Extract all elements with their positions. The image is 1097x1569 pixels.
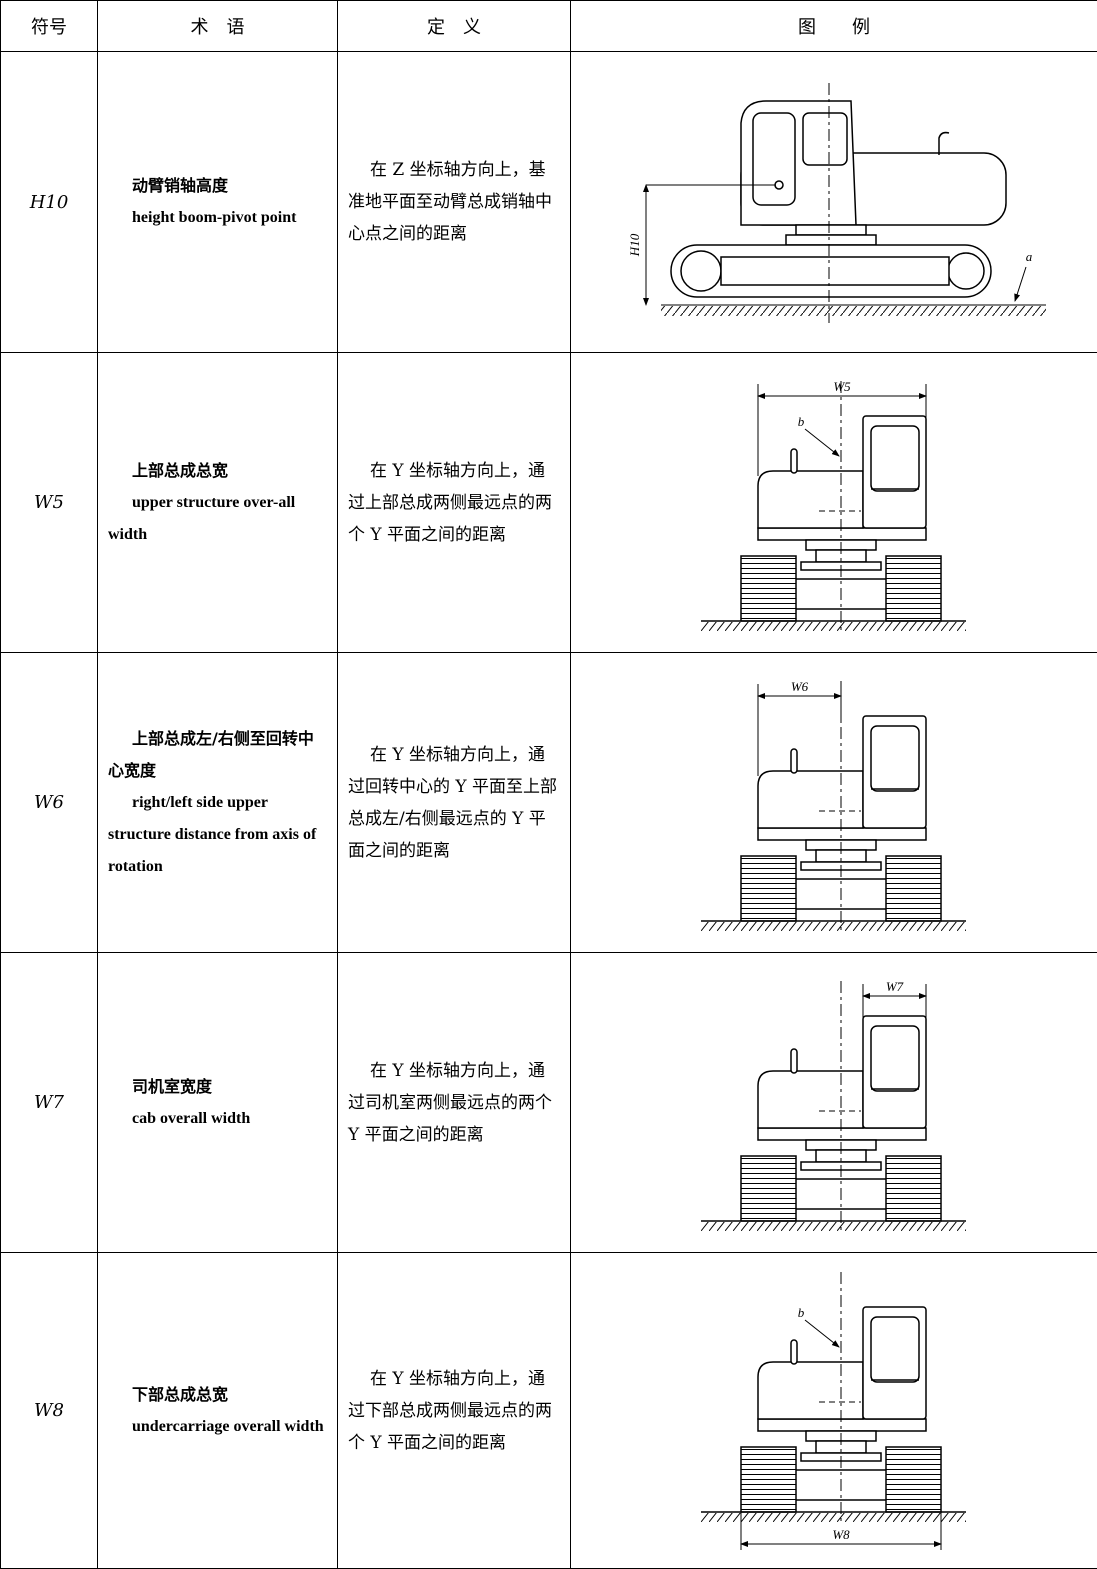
term-zh: 下部总成总宽 bbox=[132, 1384, 229, 1404]
table-row: W7 司机室宽度 cab overall width 在 Y 坐标轴方向上，通过司机室… bbox=[0, 952, 1097, 1253]
figure-label: b bbox=[798, 414, 805, 429]
figure-label: W7 bbox=[886, 979, 904, 994]
figure-cell: H10 a bbox=[570, 51, 1097, 353]
term-cell: 上部总成左/右侧至回转中心宽度 right/left side upper str… bbox=[97, 652, 338, 953]
figure-cell: W5 b bbox=[570, 352, 1097, 653]
figure: W8 b bbox=[700, 1270, 967, 1550]
figure-cell: W6 bbox=[570, 652, 1097, 953]
excavator-part bbox=[680, 249, 722, 292]
definition-cell: 在 Y 坐标轴方向上，通过回转中心的 Y 平面至上部总成左/右侧最远点的 Y 平… bbox=[337, 652, 571, 953]
excavator-part bbox=[785, 233, 877, 246]
figure-label: H10 bbox=[627, 233, 642, 257]
dimension-line bbox=[804, 428, 840, 457]
figure: H10 a bbox=[627, 82, 1046, 323]
excavator-part bbox=[947, 251, 985, 290]
term-cell: 动臂销轴高度 height boom-pivot point bbox=[97, 51, 338, 353]
table-row: W6 上部总成左/右侧至回转中心宽度 right/left side upper s… bbox=[0, 652, 1097, 953]
front-view bbox=[700, 1270, 967, 1525]
figure-label: b bbox=[798, 1305, 805, 1320]
header-cell: 定 义 bbox=[337, 0, 571, 52]
term-en: right/left side upper structure distance… bbox=[108, 793, 317, 875]
term-cell: 上部总成总宽 upper structure over-all width bbox=[97, 352, 338, 653]
term-en: height boom-pivot point bbox=[132, 209, 297, 226]
term-zh: 动臂销轴高度 bbox=[132, 176, 229, 195]
symbol-cell: W5 bbox=[0, 352, 98, 653]
side-view bbox=[670, 99, 1007, 298]
term-en: undercarriage overall width bbox=[132, 1417, 324, 1435]
excavator-part bbox=[802, 111, 848, 166]
figure-label: a bbox=[1026, 249, 1033, 264]
dimension-line bbox=[1014, 266, 1027, 302]
term-zh: 上部总成总宽 bbox=[132, 460, 229, 480]
definition-cell: 在 Y 坐标轴方向上，通过上部总成两侧最远点的两个 Y 平面之间的距离 bbox=[337, 352, 571, 653]
symbol-cell: W8 bbox=[0, 1252, 98, 1569]
definition-cell: 在 Y 坐标轴方向上，通过下部总成两侧最远点的两个 Y 平面之间的距离 bbox=[337, 1252, 571, 1569]
figure-cell: W7 bbox=[570, 952, 1097, 1253]
header-cell: 术 语 bbox=[97, 0, 338, 52]
symbol-cell: W6 bbox=[0, 652, 98, 953]
figure: W6 bbox=[700, 679, 967, 934]
figure-cell: W8 b bbox=[570, 1252, 1097, 1569]
figure: W7 bbox=[700, 979, 967, 1234]
table-row: W5 上部总成总宽 upper structure over-all width 在 … bbox=[0, 352, 1097, 653]
term-en: cab overall width bbox=[132, 1109, 251, 1127]
definition-cell: 在 Y 坐标轴方向上，通过司机室两侧最远点的两个 Y 平面之间的距离 bbox=[337, 952, 571, 1253]
term-cell: 下部总成总宽 undercarriage overall width bbox=[97, 1252, 338, 1569]
excavator-part bbox=[938, 131, 950, 155]
term-zh: 司机室宽度 bbox=[132, 1076, 213, 1096]
excavator-part bbox=[720, 255, 950, 286]
symbol-cell: W7 bbox=[0, 952, 98, 1253]
excavator-part bbox=[752, 111, 796, 206]
header-cell: 图 例 bbox=[570, 0, 1097, 52]
header-row: 符号 术 语 定 义 图 例 bbox=[0, 0, 1097, 52]
figure-label: W5 bbox=[833, 379, 851, 394]
term-cell: 司机室宽度 cab overall width bbox=[97, 952, 338, 1253]
front-view bbox=[700, 679, 967, 934]
table-row: H10 动臂销轴高度 height boom-pivot point 在 Z 坐标轴方… bbox=[0, 51, 1097, 353]
dimension-line bbox=[804, 1319, 840, 1348]
definition-cell: 在 Z 坐标轴方向上，基准地平面至动臂总成销轴中心点之间的距离 bbox=[337, 51, 571, 353]
excavator-part bbox=[795, 223, 867, 236]
header-cell: 符号 bbox=[0, 0, 98, 52]
term-en: upper structure over-all width bbox=[108, 493, 296, 543]
term-zh: 上部总成左/右侧至回转中心宽度 bbox=[108, 728, 314, 780]
figure-label: W8 bbox=[832, 1527, 850, 1542]
table-row: W8 下部总成总宽 undercarriage overall width 在 Y 坐… bbox=[0, 1252, 1097, 1569]
symbol-cell: H10 bbox=[0, 51, 98, 353]
ground-hatch bbox=[661, 305, 1046, 316]
figure-label: W6 bbox=[791, 679, 809, 694]
excavator-part bbox=[774, 179, 784, 190]
figure: W5 b bbox=[700, 379, 967, 634]
